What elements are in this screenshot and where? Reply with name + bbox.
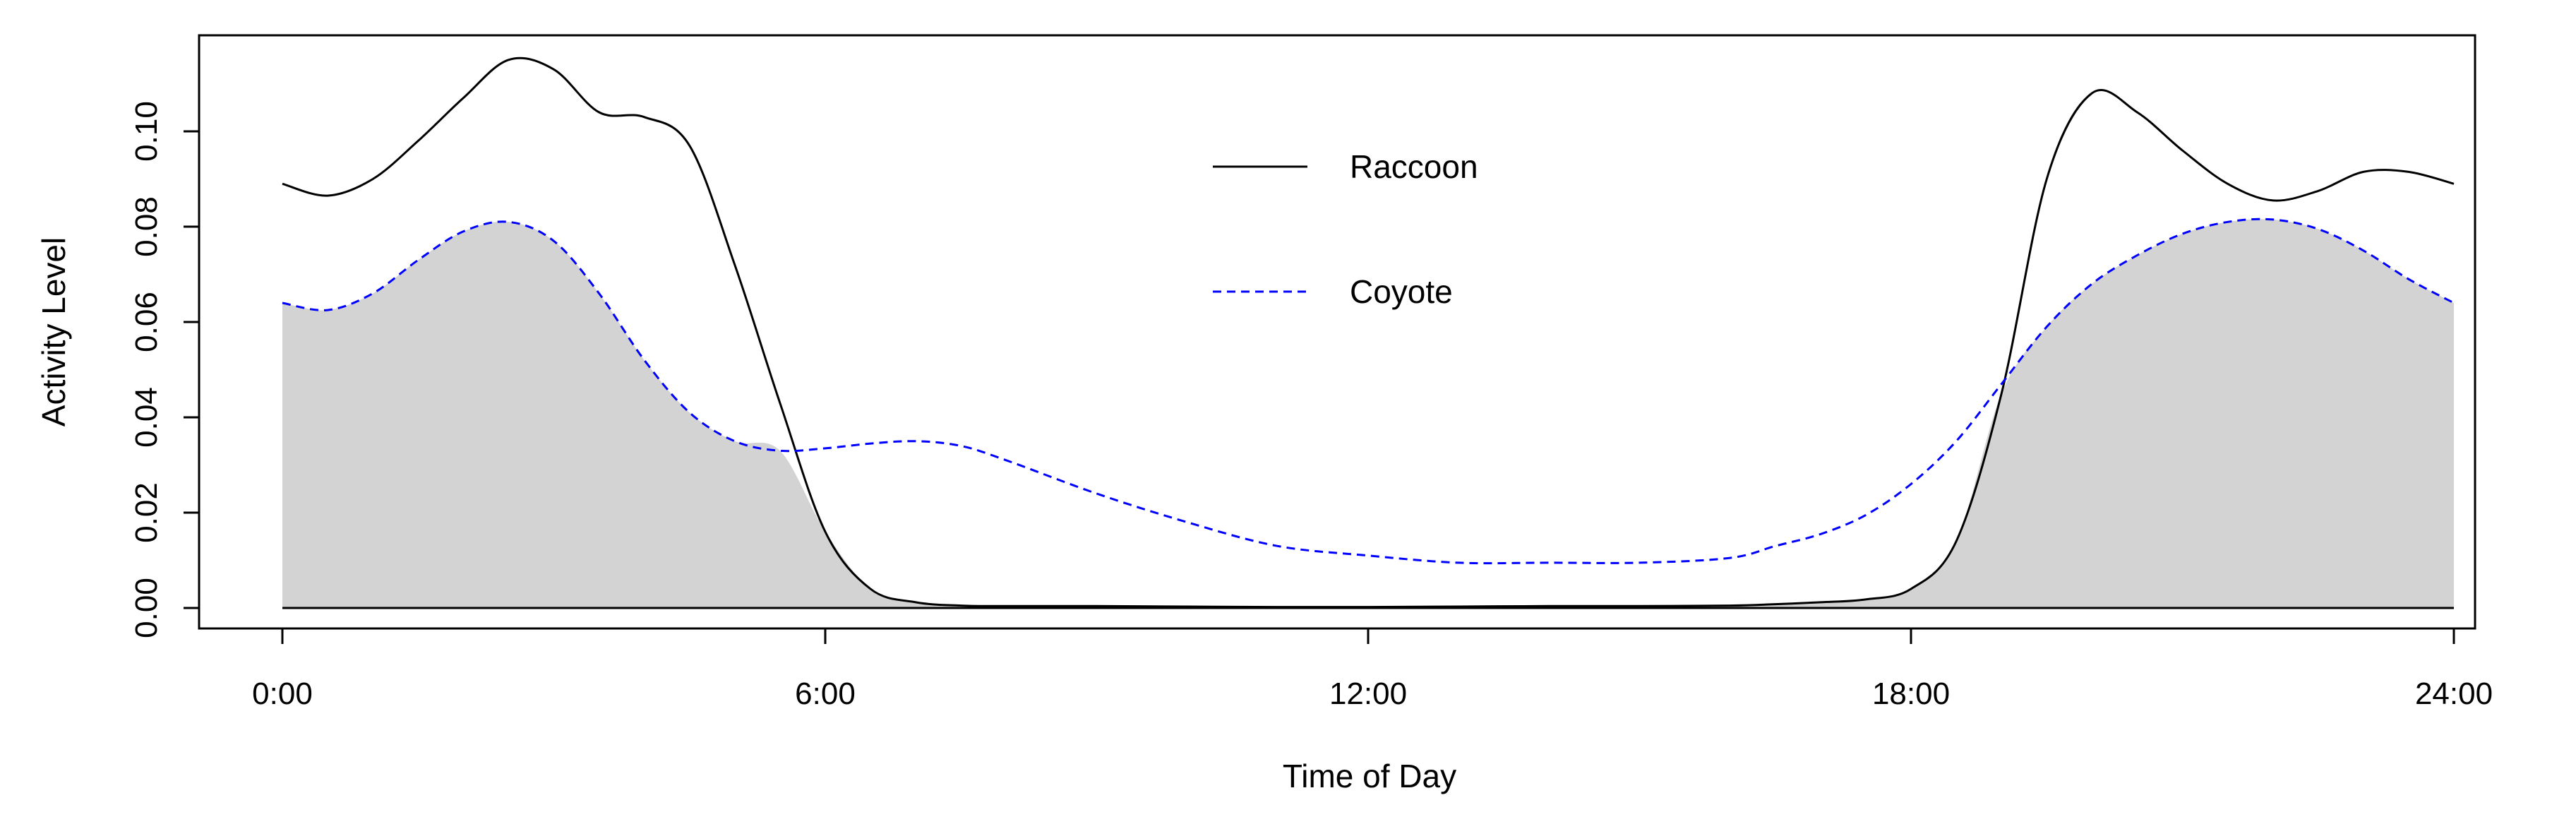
y-tick-label: 0.10 [129,101,164,162]
overlap-fill [282,219,2454,608]
x-tick-label: 6:00 [795,676,856,711]
x-axis-title: Time of Day [1283,758,1456,794]
y-tick-label: 0.00 [129,578,164,638]
series-lines [282,56,2455,609]
y-tick-label: 0.02 [129,482,164,543]
y-tick-label: 0.06 [129,292,164,352]
y-tick-label: 0.08 [129,196,164,257]
x-tick-label: 18:00 [1872,676,1950,711]
legend-label-raccoon: Raccoon [1350,148,1478,185]
x-tick-label: 0:00 [252,676,313,711]
series-line-coyote [282,217,2455,565]
series-line-raccoon [282,56,2455,609]
legend: Raccoon Coyote [1213,148,1478,310]
y-axis-title: Activity Level [35,237,72,427]
y-axis: 0.00 0.02 0.04 0.06 0.08 0.10 [129,101,200,638]
x-tick-label: 24:00 [2415,676,2493,711]
x-tick-label: 12:00 [1329,676,1407,711]
x-axis: 0:00 6:00 12:00 18:00 24:00 [252,627,2493,711]
legend-label-coyote: Coyote [1350,273,1453,310]
y-tick-label: 0.04 [129,387,164,448]
overlap-area [282,219,2454,608]
